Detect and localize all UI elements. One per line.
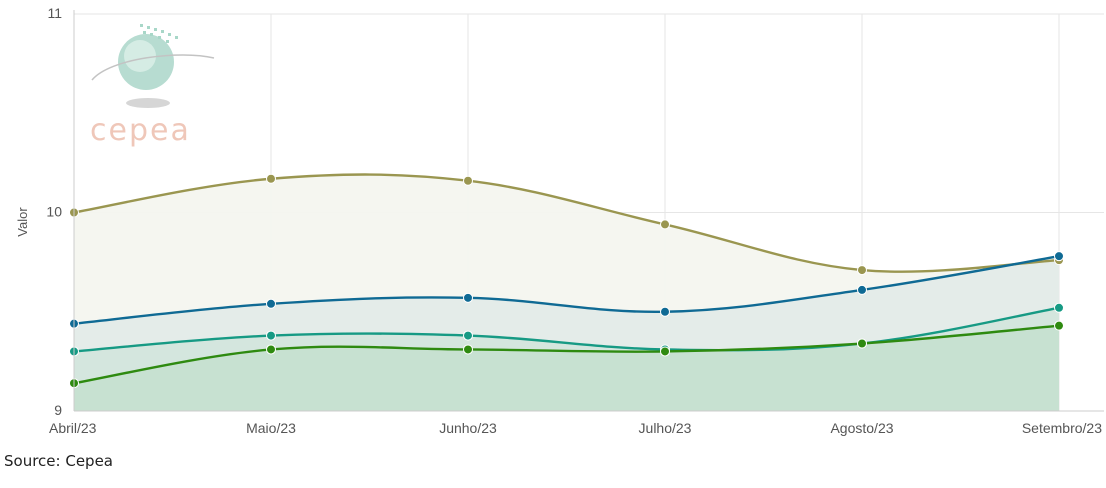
data-point[interactable] — [660, 346, 670, 357]
data-point[interactable] — [857, 265, 867, 276]
data-point[interactable] — [266, 330, 276, 341]
y-tick-label: 11 — [47, 5, 62, 21]
source-note: Source: Cepea — [4, 452, 113, 470]
data-point[interactable] — [1054, 302, 1064, 313]
series-lines — [73, 173, 1060, 385]
x-tick-label: Abril/23 — [49, 420, 97, 436]
cepea-logo: cepea — [90, 24, 215, 148]
data-point[interactable] — [266, 173, 276, 184]
y-tick-labels: 9 10 11 — [46, 5, 62, 418]
series-areas — [74, 174, 1059, 411]
cepea-logo-text: cepea — [90, 113, 191, 148]
data-point[interactable] — [463, 292, 473, 303]
axes — [73, 10, 1104, 412]
x-tick-label: Agosto/23 — [830, 420, 893, 436]
data-point[interactable] — [266, 344, 276, 355]
x-tick-label: Maio/23 — [246, 420, 296, 436]
y-axis-title: Valor — [15, 207, 30, 237]
data-point[interactable] — [660, 219, 670, 230]
series-line — [73, 306, 1060, 353]
y-tick-label: 9 — [54, 402, 62, 418]
series-line — [73, 254, 1060, 325]
x-tick-label: Julho/23 — [639, 420, 692, 436]
data-point[interactable] — [266, 298, 276, 309]
x-tick-label: Junho/23 — [439, 420, 497, 436]
data-point[interactable] — [463, 330, 473, 341]
data-point[interactable] — [463, 175, 473, 186]
data-point[interactable] — [1054, 320, 1064, 331]
x-tick-labels: Abril/23 Maio/23 Junho/23 Julho/23 Agosto/23… — [49, 420, 1102, 436]
data-point[interactable] — [857, 338, 867, 349]
x-tick-label: Setembro/23 — [1022, 420, 1102, 436]
data-point[interactable] — [660, 306, 670, 317]
y-tick-label: 10 — [46, 204, 62, 220]
data-point[interactable] — [1054, 251, 1064, 262]
series-line — [73, 173, 1060, 273]
data-point[interactable] — [463, 344, 473, 355]
data-point[interactable] — [857, 284, 867, 295]
series-line — [73, 324, 1060, 385]
